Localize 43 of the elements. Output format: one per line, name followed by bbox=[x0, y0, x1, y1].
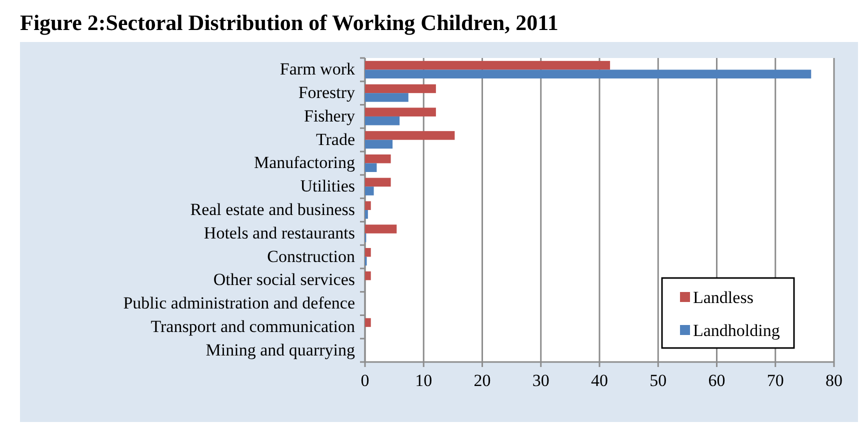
y-tick-label: Utilities bbox=[300, 176, 355, 196]
y-tick-label: Public administration and defence bbox=[123, 294, 355, 313]
bar bbox=[365, 60, 610, 70]
chart-title: Figure 2:Sectoral Distribution of Working Children, 2011 bbox=[20, 10, 558, 35]
x-tick-label: 80 bbox=[826, 371, 842, 390]
bar bbox=[365, 84, 436, 94]
bar bbox=[365, 186, 374, 196]
x-tick-label: 60 bbox=[708, 371, 726, 390]
y-tick-label: Farm work bbox=[280, 60, 356, 79]
y-tick-label: Manufactoring bbox=[254, 153, 356, 172]
y-tick-label: Fishery bbox=[304, 106, 356, 126]
legend-label: Landless bbox=[693, 288, 754, 307]
y-tick-label: Other social services bbox=[213, 270, 355, 290]
bar bbox=[365, 178, 391, 187]
y-tick-label: Trade bbox=[316, 130, 355, 149]
x-tick-label: 30 bbox=[532, 371, 550, 390]
bar bbox=[365, 201, 371, 210]
bar bbox=[365, 154, 391, 164]
legend-label: Landholding bbox=[693, 321, 780, 340]
bar bbox=[365, 163, 377, 172]
bar bbox=[365, 116, 400, 126]
y-tick-label: Construction bbox=[267, 246, 356, 266]
bar bbox=[365, 318, 371, 327]
y-tick-label: Real estate and business bbox=[190, 200, 355, 219]
bar bbox=[365, 131, 455, 140]
bar bbox=[365, 140, 393, 149]
y-tick-label: Forestry bbox=[298, 83, 356, 102]
x-tick-label: 0 bbox=[360, 371, 370, 390]
x-tick-label: 70 bbox=[766, 371, 784, 390]
bar bbox=[365, 70, 812, 78]
bar bbox=[365, 108, 436, 116]
x-tick-label: 40 bbox=[591, 371, 608, 390]
bar bbox=[365, 271, 371, 280]
y-tick-label: Transport and communication bbox=[150, 316, 356, 336]
y-tick-label: Mining and quarrying bbox=[206, 340, 356, 360]
bar bbox=[365, 210, 368, 219]
bar bbox=[365, 93, 408, 102]
y-tick-label: Hotels and restaurants bbox=[204, 223, 355, 242]
x-tick-label: 50 bbox=[650, 371, 667, 390]
bar bbox=[365, 224, 397, 234]
x-tick-label: 20 bbox=[474, 371, 491, 390]
bar bbox=[365, 248, 371, 257]
x-tick-label: 10 bbox=[415, 371, 432, 390]
